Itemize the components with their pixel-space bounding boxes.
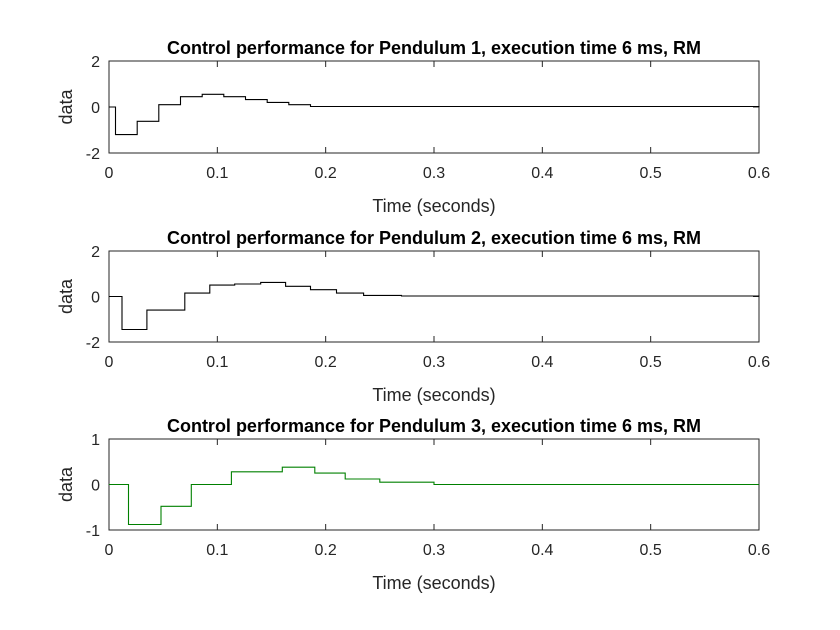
- x-tick-label: 0: [105, 542, 114, 559]
- x-axis-label: Time (seconds): [372, 196, 495, 216]
- x-tick-label: 0.2: [315, 354, 337, 371]
- x-tick-label: 0.3: [423, 542, 445, 559]
- subplot-3: Control performance for Pendulum 3, exec…: [56, 416, 770, 593]
- subplot-1: Control performance for Pendulum 1, exec…: [56, 38, 770, 216]
- x-tick-label: 0: [105, 165, 114, 182]
- x-tick-label: 0.3: [423, 165, 445, 182]
- x-tick-label: 0.1: [206, 165, 228, 182]
- series-line-1: [109, 281, 760, 331]
- x-tick-label: 0.1: [206, 354, 228, 371]
- y-axis-label: data: [56, 278, 76, 314]
- plot-title: Control performance for Pendulum 2, exec…: [167, 228, 701, 248]
- y-tick-label: 0: [91, 290, 100, 307]
- y-tick-label: 0: [91, 478, 100, 495]
- y-tick-label: 2: [91, 244, 100, 261]
- plot-title: Control performance for Pendulum 1, exec…: [167, 38, 701, 58]
- x-tick-label: 0.5: [640, 165, 662, 182]
- x-tick-label: 0.4: [531, 165, 553, 182]
- x-tick-label: 0.6: [748, 165, 770, 182]
- series-line-1: [109, 466, 759, 526]
- y-axis-label: data: [56, 466, 76, 502]
- x-tick-label: 0.2: [315, 165, 337, 182]
- x-tick-label: 0.4: [531, 354, 553, 371]
- x-tick-label: 0.4: [531, 542, 553, 559]
- plot-title: Control performance for Pendulum 3, exec…: [167, 416, 701, 436]
- subplot-2: Control performance for Pendulum 2, exec…: [56, 228, 770, 405]
- x-tick-label: 0.5: [640, 542, 662, 559]
- x-tick-label: 0.6: [748, 542, 770, 559]
- y-tick-label: 0: [91, 100, 100, 117]
- x-tick-label: 0.5: [640, 354, 662, 371]
- x-tick-label: 0.6: [748, 354, 770, 371]
- x-axis-label: Time (seconds): [372, 385, 495, 405]
- series-line-1: [109, 93, 760, 136]
- y-tick-label: -2: [86, 146, 100, 163]
- y-tick-label: 1: [91, 432, 100, 449]
- y-axis-label: data: [56, 89, 76, 125]
- y-tick-label: -2: [86, 335, 100, 352]
- x-tick-label: 0.2: [315, 542, 337, 559]
- x-tick-label: 0.1: [206, 542, 228, 559]
- y-tick-label: 2: [91, 54, 100, 71]
- x-tick-label: 0.3: [423, 354, 445, 371]
- x-axis-label: Time (seconds): [372, 573, 495, 593]
- y-tick-label: -1: [86, 523, 100, 540]
- x-tick-label: 0: [105, 354, 114, 371]
